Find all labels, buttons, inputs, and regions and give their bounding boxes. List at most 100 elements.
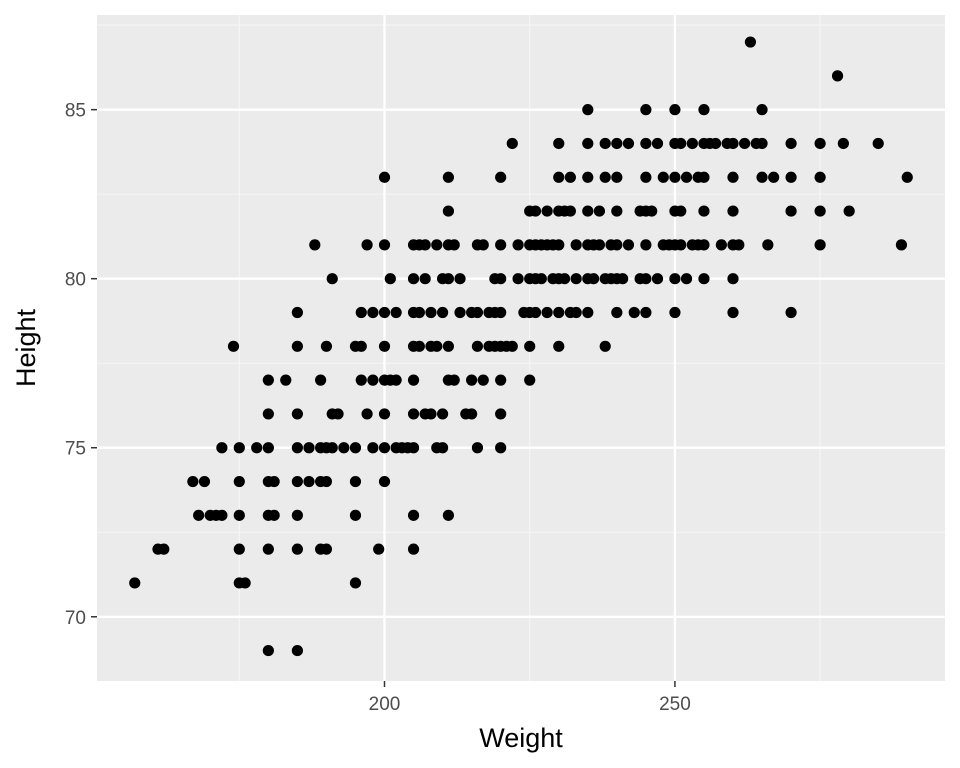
- data-point: [553, 306, 565, 319]
- y-tick-label: 80: [65, 270, 86, 291]
- data-point: [762, 239, 774, 251]
- data-point: [675, 205, 687, 217]
- data-point: [198, 475, 211, 488]
- data-point: [756, 171, 768, 183]
- data-point: [373, 543, 385, 555]
- data-point: [442, 509, 454, 521]
- data-point: [436, 408, 449, 420]
- data-point: [657, 171, 669, 183]
- data-point: [431, 239, 443, 251]
- data-point: [262, 543, 274, 555]
- data-point: [326, 273, 338, 285]
- data-point: [582, 171, 594, 183]
- data-point: [349, 509, 362, 521]
- data-point: [843, 205, 855, 217]
- data-point: [477, 239, 489, 251]
- data-point: [727, 171, 739, 183]
- data-point: [233, 509, 245, 521]
- data-point: [640, 239, 652, 251]
- data-point: [355, 374, 367, 386]
- data-point: [599, 171, 611, 183]
- y-tick-label: 85: [65, 101, 86, 122]
- data-point: [320, 475, 333, 488]
- data-point: [698, 104, 710, 116]
- data-point: [367, 374, 379, 386]
- data-point: [814, 171, 826, 183]
- data-point: [756, 137, 768, 150]
- data-point: [466, 374, 478, 386]
- data-point: [436, 306, 449, 319]
- minor-gridlines: [97, 15, 945, 681]
- data-point: [785, 306, 797, 319]
- data-point: [367, 442, 379, 454]
- data-point: [814, 239, 826, 251]
- data-point: [471, 340, 484, 352]
- data-point: [785, 205, 797, 217]
- data-point: [227, 340, 240, 352]
- data-point: [291, 442, 303, 454]
- data-point: [262, 374, 274, 386]
- data-point: [471, 306, 484, 319]
- data-point: [390, 306, 402, 319]
- data-point: [831, 70, 844, 82]
- data-point: [291, 475, 303, 488]
- data-point: [524, 340, 536, 352]
- data-point: [425, 306, 437, 319]
- data-point: [390, 374, 402, 386]
- data-point: [686, 137, 698, 150]
- data-point: [303, 475, 315, 488]
- data-point: [233, 543, 245, 555]
- data-point: [407, 273, 420, 285]
- x-axis-title: Weight: [479, 723, 563, 753]
- data-point: [640, 104, 652, 116]
- data-point: [582, 205, 594, 217]
- data-point: [872, 137, 884, 150]
- data-point: [727, 306, 739, 319]
- y-tick-label: 70: [65, 608, 86, 629]
- data-point: [524, 374, 536, 386]
- data-point: [419, 239, 431, 251]
- data-point: [407, 408, 420, 420]
- data-point: [291, 509, 303, 521]
- data-point: [320, 543, 333, 555]
- data-point: [436, 442, 449, 454]
- data-point: [378, 306, 391, 319]
- data-point: [361, 408, 373, 420]
- data-point: [582, 104, 594, 116]
- data-point: [471, 442, 484, 454]
- y-axis: 70 75 80 85: [65, 101, 97, 629]
- data-point: [785, 171, 797, 183]
- data-point: [326, 442, 338, 454]
- data-point: [291, 306, 303, 319]
- data-point: [622, 137, 635, 150]
- data-point: [675, 137, 687, 150]
- data-point: [268, 475, 280, 488]
- data-point: [378, 239, 391, 251]
- x-tick-label: 200: [369, 694, 401, 715]
- data-point: [442, 273, 454, 285]
- data-point: [320, 340, 333, 352]
- data-point: [419, 273, 431, 285]
- data-point: [553, 171, 565, 183]
- data-point: [378, 408, 391, 420]
- data-point: [378, 442, 391, 454]
- data-point: [407, 442, 420, 454]
- data-point: [564, 205, 576, 217]
- data-point: [506, 137, 518, 150]
- data-point: [129, 577, 141, 589]
- data-point: [291, 340, 303, 352]
- data-point: [756, 104, 768, 116]
- data-point: [611, 205, 623, 217]
- data-point: [315, 374, 327, 386]
- data-point: [593, 239, 606, 251]
- data-point: [727, 205, 739, 217]
- panel-background: [97, 15, 945, 681]
- data-point: [541, 306, 553, 319]
- data-point: [698, 239, 710, 251]
- data-point: [599, 137, 611, 150]
- data-point: [570, 306, 582, 319]
- data-point: [675, 239, 687, 251]
- data-point: [599, 340, 611, 352]
- data-point: [448, 374, 460, 386]
